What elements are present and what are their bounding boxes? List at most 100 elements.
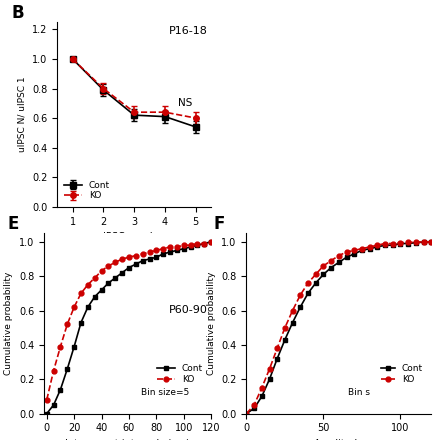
- Cont: [367, 246, 372, 251]
- KO: [78, 291, 84, 296]
- Cont: [390, 242, 396, 248]
- Cont: [51, 402, 56, 407]
- KO: [336, 253, 341, 258]
- KO: [244, 411, 249, 416]
- KO: [195, 241, 200, 246]
- Cont: [406, 241, 411, 246]
- X-axis label: IPSC number: IPSC number: [103, 232, 166, 242]
- Cont: [305, 291, 311, 296]
- KO: [106, 263, 111, 268]
- KO: [321, 263, 326, 268]
- Cont: [259, 394, 264, 399]
- Cont: [344, 255, 349, 260]
- KO: [181, 242, 187, 248]
- Text: NS: NS: [178, 98, 192, 108]
- Line: Cont: Cont: [244, 239, 434, 416]
- Cont: [267, 377, 272, 382]
- KO: [126, 255, 132, 260]
- Cont: [65, 366, 70, 371]
- KO: [147, 249, 152, 255]
- KO: [72, 304, 77, 310]
- Cont: [106, 280, 111, 286]
- Cont: [321, 272, 326, 277]
- Cont: [328, 265, 334, 270]
- KO: [168, 244, 173, 249]
- Cont: [195, 242, 200, 248]
- KO: [275, 346, 280, 351]
- KO: [382, 241, 388, 246]
- Text: E: E: [7, 215, 18, 233]
- Cont: [382, 242, 388, 248]
- Cont: [85, 304, 91, 310]
- KO: [202, 241, 207, 246]
- Cont: [113, 275, 118, 281]
- KO: [65, 322, 70, 327]
- Cont: [413, 240, 418, 245]
- Cont: [154, 255, 159, 260]
- Cont: [313, 280, 319, 286]
- Cont: [336, 260, 341, 265]
- Cont: [147, 257, 152, 262]
- KO: [120, 257, 125, 262]
- Cont: [174, 248, 180, 253]
- KO: [406, 240, 411, 245]
- KO: [305, 280, 311, 286]
- Cont: [181, 246, 187, 251]
- Y-axis label: uIPSC N/ uIPSC 1: uIPSC N/ uIPSC 1: [18, 77, 26, 152]
- KO: [421, 239, 426, 245]
- KO: [252, 402, 257, 407]
- KO: [344, 249, 349, 255]
- Cont: [92, 294, 97, 299]
- KO: [298, 293, 303, 298]
- KO: [267, 366, 272, 371]
- Text: P60-90: P60-90: [169, 305, 208, 315]
- Legend: Cont, KO: Cont, KO: [153, 360, 207, 388]
- Cont: [140, 258, 145, 263]
- KO: [161, 246, 166, 251]
- KO: [390, 241, 396, 246]
- Cont: [78, 320, 84, 325]
- KO: [313, 272, 319, 277]
- Cont: [44, 411, 49, 416]
- KO: [44, 397, 49, 403]
- Cont: [58, 387, 63, 392]
- Cont: [275, 356, 280, 361]
- KO: [174, 244, 180, 249]
- Cont: [352, 251, 357, 257]
- KO: [92, 275, 97, 281]
- KO: [282, 325, 288, 330]
- KO: [398, 240, 403, 245]
- Cont: [298, 304, 303, 310]
- Y-axis label: Cumulative probability: Cumulative probability: [207, 272, 216, 375]
- KO: [85, 282, 91, 287]
- KO: [413, 239, 418, 245]
- Cont: [126, 265, 132, 270]
- Legend: Cont, KO: Cont, KO: [378, 360, 427, 388]
- Cont: [188, 244, 193, 249]
- Cont: [290, 320, 295, 325]
- Line: Cont: Cont: [44, 239, 214, 416]
- KO: [209, 239, 214, 245]
- KO: [328, 258, 334, 263]
- KO: [290, 308, 295, 313]
- KO: [188, 242, 193, 248]
- KO: [51, 368, 56, 373]
- X-axis label: Inter-event intervals (ms): Inter-event intervals (ms): [65, 439, 190, 440]
- KO: [259, 385, 264, 390]
- Cont: [161, 251, 166, 257]
- KO: [154, 248, 159, 253]
- Y-axis label: Cumulative probability: Cumulative probability: [4, 272, 13, 375]
- Cont: [421, 239, 426, 245]
- Text: B: B: [11, 4, 24, 22]
- KO: [133, 253, 139, 258]
- Cont: [168, 249, 173, 255]
- Line: KO: KO: [44, 239, 214, 402]
- Cont: [133, 261, 139, 267]
- KO: [375, 242, 380, 248]
- Cont: [375, 244, 380, 249]
- Cont: [359, 248, 364, 253]
- KO: [99, 268, 104, 274]
- Text: Bin s: Bin s: [348, 389, 370, 397]
- Cont: [244, 411, 249, 416]
- Cont: [252, 406, 257, 411]
